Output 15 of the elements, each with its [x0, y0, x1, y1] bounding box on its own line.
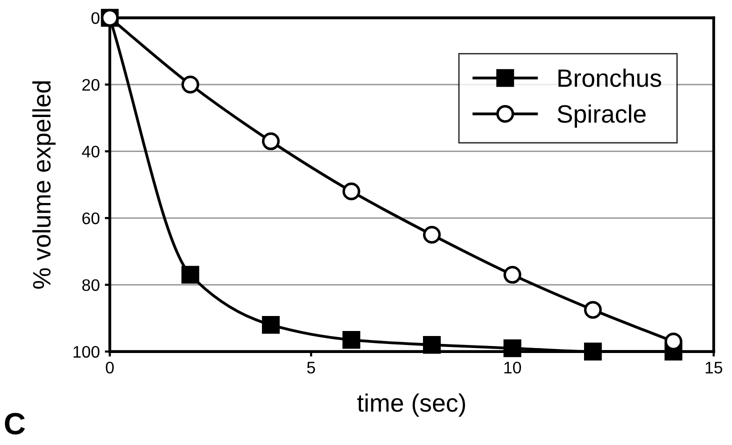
y-tick-label: 40	[82, 146, 100, 158]
y-tick-label: 60	[82, 212, 100, 224]
y-tick-label: 80	[82, 279, 100, 292]
x-tick-label: 15	[706, 362, 722, 374]
legend-label: Spiracle	[558, 104, 646, 128]
x-tick-label: 5	[307, 362, 316, 374]
text: C	[4, 412, 25, 435]
y-tick-label: 100	[74, 346, 100, 358]
x-tick-label: 10	[504, 362, 522, 374]
y-axis-title: % volume expelled	[32, 81, 56, 289]
x-tick-label: 0	[106, 362, 114, 374]
y-tick-label: 0	[91, 12, 100, 24]
x-axis-title: time (sec)	[357, 393, 466, 417]
legend-label: Bronchus	[558, 68, 662, 88]
y-tick-label: 20	[82, 78, 100, 91]
